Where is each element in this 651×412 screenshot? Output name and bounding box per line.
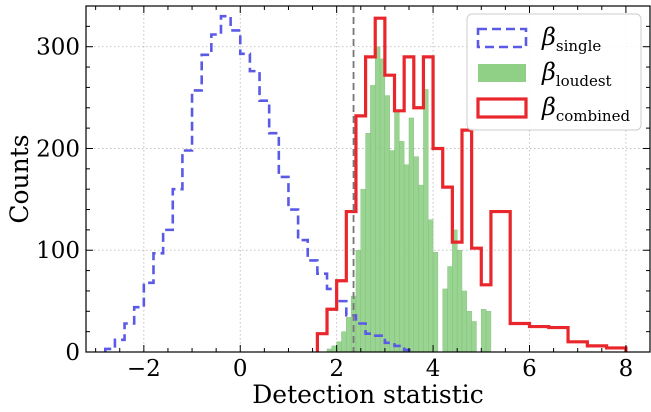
loudest-bar-9 — [370, 85, 376, 352]
x-tick-label-1: 0 — [233, 356, 248, 382]
loudest-bar-26 — [452, 229, 458, 352]
loudest-bar-17 — [408, 117, 414, 352]
loudest-bar-8 — [365, 133, 371, 352]
legend-single-name: β — [541, 23, 556, 51]
loudest-bar-7 — [360, 188, 366, 352]
loudest-bar-29 — [466, 311, 472, 352]
loudest-bar-3 — [341, 331, 347, 352]
loudest-bar-16 — [403, 164, 410, 352]
loudest-bar-13 — [389, 150, 395, 352]
loudest-bar-14 — [394, 109, 400, 352]
y-tick-label-2: 200 — [36, 136, 80, 162]
legend-loudest-label: βloudest — [541, 58, 612, 90]
x-tick-label-5: 8 — [619, 356, 634, 382]
legend-single-symbol — [476, 27, 528, 49]
legend-box — [466, 13, 642, 131]
loudest-bar-30 — [471, 321, 477, 352]
axis-tick-labels: −2 0 2 4 6 8 0 100 200 300 — [36, 35, 633, 382]
loudest-bar-12 — [384, 95, 390, 352]
legend-combined-label: βcombined — [541, 93, 630, 125]
x-tick-label-4: 6 — [522, 356, 537, 382]
x-axis-label: Detection statistic — [252, 380, 484, 409]
legend-combined-symbol — [476, 97, 528, 119]
x-tick-label-2: 2 — [329, 356, 344, 382]
loudest-bar-4 — [346, 317, 352, 352]
series-combined-step-line — [315, 16, 628, 352]
legend-combined-subscript: combined — [556, 107, 631, 125]
axis-ticks — [86, 5, 651, 353]
loudest-bar-2 — [336, 341, 342, 352]
loudest-bar-6 — [355, 250, 361, 352]
legend: βsingle βloudest βcombined — [466, 13, 642, 131]
y-axis-label: Counts — [5, 134, 34, 223]
loudest-bar-10 — [375, 46, 381, 352]
loudest-bar-33 — [485, 311, 492, 352]
legend-single-subscript: single — [556, 37, 602, 55]
legend-loudest-symbol — [478, 64, 526, 82]
legend-loudest-subscript: loudest — [556, 72, 612, 90]
series-single-step-line — [103, 14, 416, 352]
loudest-bar-20 — [423, 89, 429, 352]
y-tick-label-3: 300 — [36, 35, 80, 61]
legend-single-label: βsingle — [541, 23, 601, 55]
loudest-bar-1 — [331, 345, 337, 352]
legend-loudest-name: β — [541, 58, 556, 86]
y-tick-label-0: 0 — [65, 340, 80, 366]
loudest-bar-32 — [481, 309, 487, 352]
loudest-bar-21 — [428, 219, 434, 352]
series-loudest-bars — [326, 46, 492, 352]
x-tick-label-3: 4 — [426, 356, 441, 382]
loudest-bar-19 — [418, 184, 424, 352]
loudest-bar-24 — [442, 288, 448, 352]
loudest-bar-28 — [461, 290, 468, 352]
loudest-bar-25 — [447, 266, 453, 352]
loudest-bar-15 — [399, 141, 405, 352]
loudest-bar-22 — [432, 252, 439, 352]
legend-combined-name: β — [541, 93, 556, 121]
y-tick-label-1: 100 — [36, 238, 80, 264]
loudest-bar-11 — [379, 58, 386, 352]
loudest-bar-27 — [456, 250, 463, 352]
plot-frame — [85, 5, 651, 353]
x-tick-label-0: −2 — [127, 356, 161, 382]
loudest-bar-18 — [413, 156, 419, 352]
